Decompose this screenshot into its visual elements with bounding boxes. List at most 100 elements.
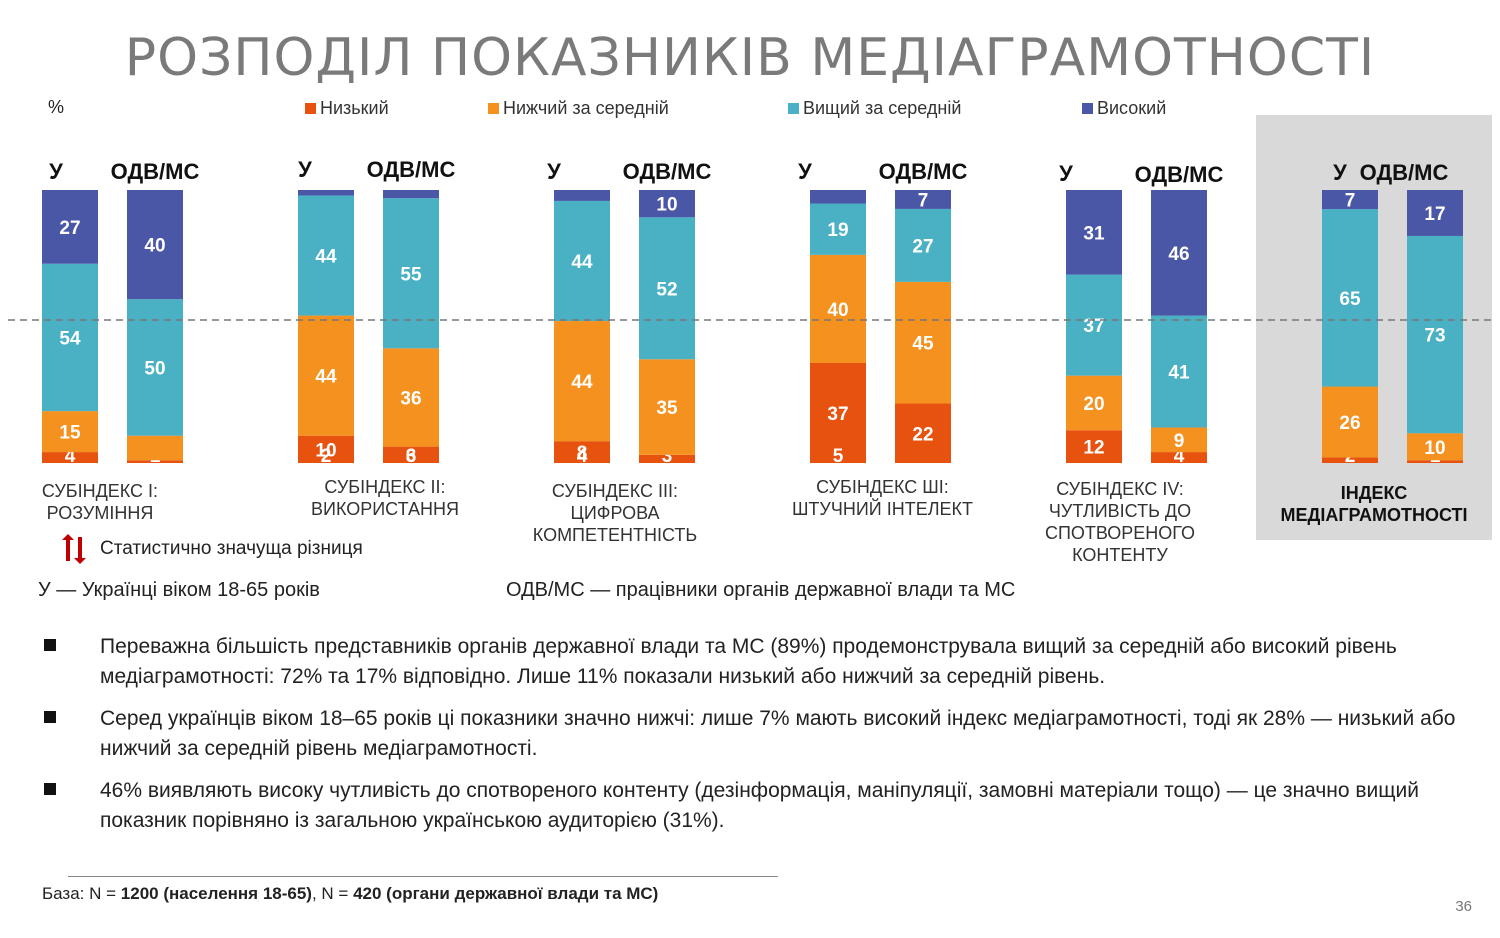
group-label-line: СУБІНДЕКС І:: [41, 481, 159, 501]
bar-segment: [1407, 433, 1463, 461]
group-label-line: СПОТВОРЕНОГО: [1044, 523, 1196, 543]
base-mid: , N =: [311, 884, 354, 903]
bar-header-label: У: [798, 159, 812, 184]
bar-segment: [1066, 190, 1122, 275]
group-label-line: ВИКОРИСТАННЯ: [311, 499, 459, 519]
bar-header-label: У: [298, 157, 312, 182]
bar-value-label: 2: [321, 446, 332, 467]
significance-text: Статистично значуща різниця: [100, 538, 363, 559]
bar-value-label: 46: [1168, 244, 1189, 265]
bar-header-label: ОДВ/МС: [879, 159, 968, 184]
bar-value-label: 12: [1083, 438, 1104, 459]
bar-value-label: 4: [1174, 446, 1185, 467]
group-label-subindex-3: СУБІНДЕКС ІІІ: ЦИФРОВА КОМПЕТЕНТНІСТЬ: [525, 480, 705, 546]
bar-segment: [127, 190, 183, 300]
bar-header-label: ОДВ/МС: [111, 159, 200, 184]
bar-value-label: 5: [833, 446, 844, 467]
bar-value-label: 36: [400, 388, 421, 409]
bar-value-label: 50: [144, 358, 165, 379]
bar-segment: [42, 452, 98, 463]
bar-value-label: 10: [1424, 438, 1445, 459]
base-n1: 1200 (населення 18-65): [120, 884, 312, 903]
bar-segment: [1407, 235, 1463, 434]
bar-header-label: ОДВ/МС: [1135, 162, 1224, 187]
bar-value-label: 55: [400, 264, 422, 285]
bullet-square-icon: [44, 639, 56, 651]
bar-value-label: 37: [1083, 316, 1104, 337]
bar-value-label: 10: [656, 195, 677, 216]
bar-header-label: У: [547, 159, 561, 184]
bar-value-label: 44: [571, 372, 593, 393]
bar-segment: [1066, 274, 1122, 376]
group-label-line: ЦИФРОВА: [570, 503, 660, 523]
bar-segment: [383, 348, 439, 447]
significance-arrows-icon: [62, 534, 86, 564]
group-label-line: РОЗУМІННЯ: [46, 503, 154, 523]
bar-value-label: 27: [59, 218, 80, 239]
base-n2: 420 (органи державної влади та МС): [353, 884, 659, 903]
bar-segment: [639, 190, 695, 218]
bar-value-label: 3: [662, 446, 673, 467]
bar-header-label: ОДВ/МС: [623, 159, 712, 184]
bar-segment: [1322, 386, 1378, 458]
group-label-line: МЕДІАГРАМОТНОСТІ: [1280, 505, 1468, 525]
bar-value-label: 31: [1083, 223, 1105, 244]
legend-item-above-average: Вищий за середній: [788, 98, 961, 119]
bar-value-label: 17: [1424, 204, 1445, 225]
bullet-square-icon: [44, 783, 56, 795]
bar-segment: [1407, 460, 1463, 463]
bar-value-label: 20: [1083, 394, 1104, 415]
bar-segment: [810, 254, 866, 363]
bar-value-label: 22: [912, 424, 933, 445]
stacked-bar-chart: У4155427ОДВ/МС15040У1044442ОДВ/МС636553У…: [8, 157, 1492, 467]
bar-value-label: 3: [406, 446, 417, 467]
page-title: РОЗПОДІЛ ПОКАЗНИКІВ МЕДІАГРАМОТНОСТІ: [124, 28, 1376, 88]
bar-segment: [298, 195, 354, 316]
legend-item-high: Високий: [1082, 98, 1166, 119]
legend-label-low: Низький: [320, 98, 389, 118]
significance-note: Статистично значуща різниця: [56, 534, 363, 564]
bar-segment: [895, 208, 951, 282]
finding-text: Переважна більшість представників органі…: [100, 635, 1397, 688]
bar-segment: [1066, 430, 1122, 463]
chart-legend: Низький Нижчий за середній Вищий за сере…: [0, 98, 1500, 122]
bar-value-label: 10: [315, 440, 336, 461]
group-label-line: СУБІНДЕКС ІІІ:: [551, 481, 679, 501]
bar-segment: [383, 190, 439, 199]
bar-value-label: 4: [577, 446, 588, 467]
group-label-line: КОМПЕТЕНТНІСТЬ: [532, 525, 698, 545]
legend-item-below-average: Нижчий за середній: [488, 98, 669, 119]
footnote-divider: [68, 876, 778, 877]
bar-segment: [554, 200, 610, 322]
bar-segment: [42, 263, 98, 412]
bar-value-label: 65: [1339, 289, 1361, 310]
bar-segment: [383, 198, 439, 349]
bar-value-label: 35: [656, 398, 678, 419]
bar-value-label: 27: [912, 236, 933, 257]
bar-value-label: 44: [315, 247, 337, 268]
bar-header-label: ОДВ/МС: [367, 157, 456, 182]
bar-value-label: 7: [1345, 191, 1356, 212]
group-label-line: СУБІНДЕКС IV:: [1056, 479, 1184, 499]
bar-value-label: 9: [1174, 431, 1185, 452]
bar-segment: [127, 435, 183, 461]
bar-segment: [298, 315, 354, 436]
legend-item-low: Низький: [305, 98, 389, 119]
bar-segment: [1151, 427, 1207, 453]
unit-label: %: [48, 97, 65, 117]
bar-segment: [554, 321, 610, 442]
bar-segment: [810, 203, 866, 255]
legend-label-high: Високий: [1097, 98, 1167, 118]
bar-segment: [298, 435, 354, 463]
bar-value-label: 54: [59, 328, 81, 349]
bar-segment: [1322, 457, 1378, 463]
abbreviation-u: У — Українці віком 18-65 років: [38, 579, 320, 601]
bar-value-label: 8: [577, 443, 588, 464]
bar-value-label: 45: [912, 334, 934, 355]
bar-segment: [639, 454, 695, 463]
legend-swatch-above-average: [788, 103, 799, 114]
bar-value-label: 44: [571, 252, 593, 273]
bar-segment: [554, 441, 610, 463]
group-label-index: ІНДЕКС МЕДІАГРАМОТНОСТІ: [1262, 482, 1486, 526]
bar-header-label: У: [49, 159, 63, 184]
